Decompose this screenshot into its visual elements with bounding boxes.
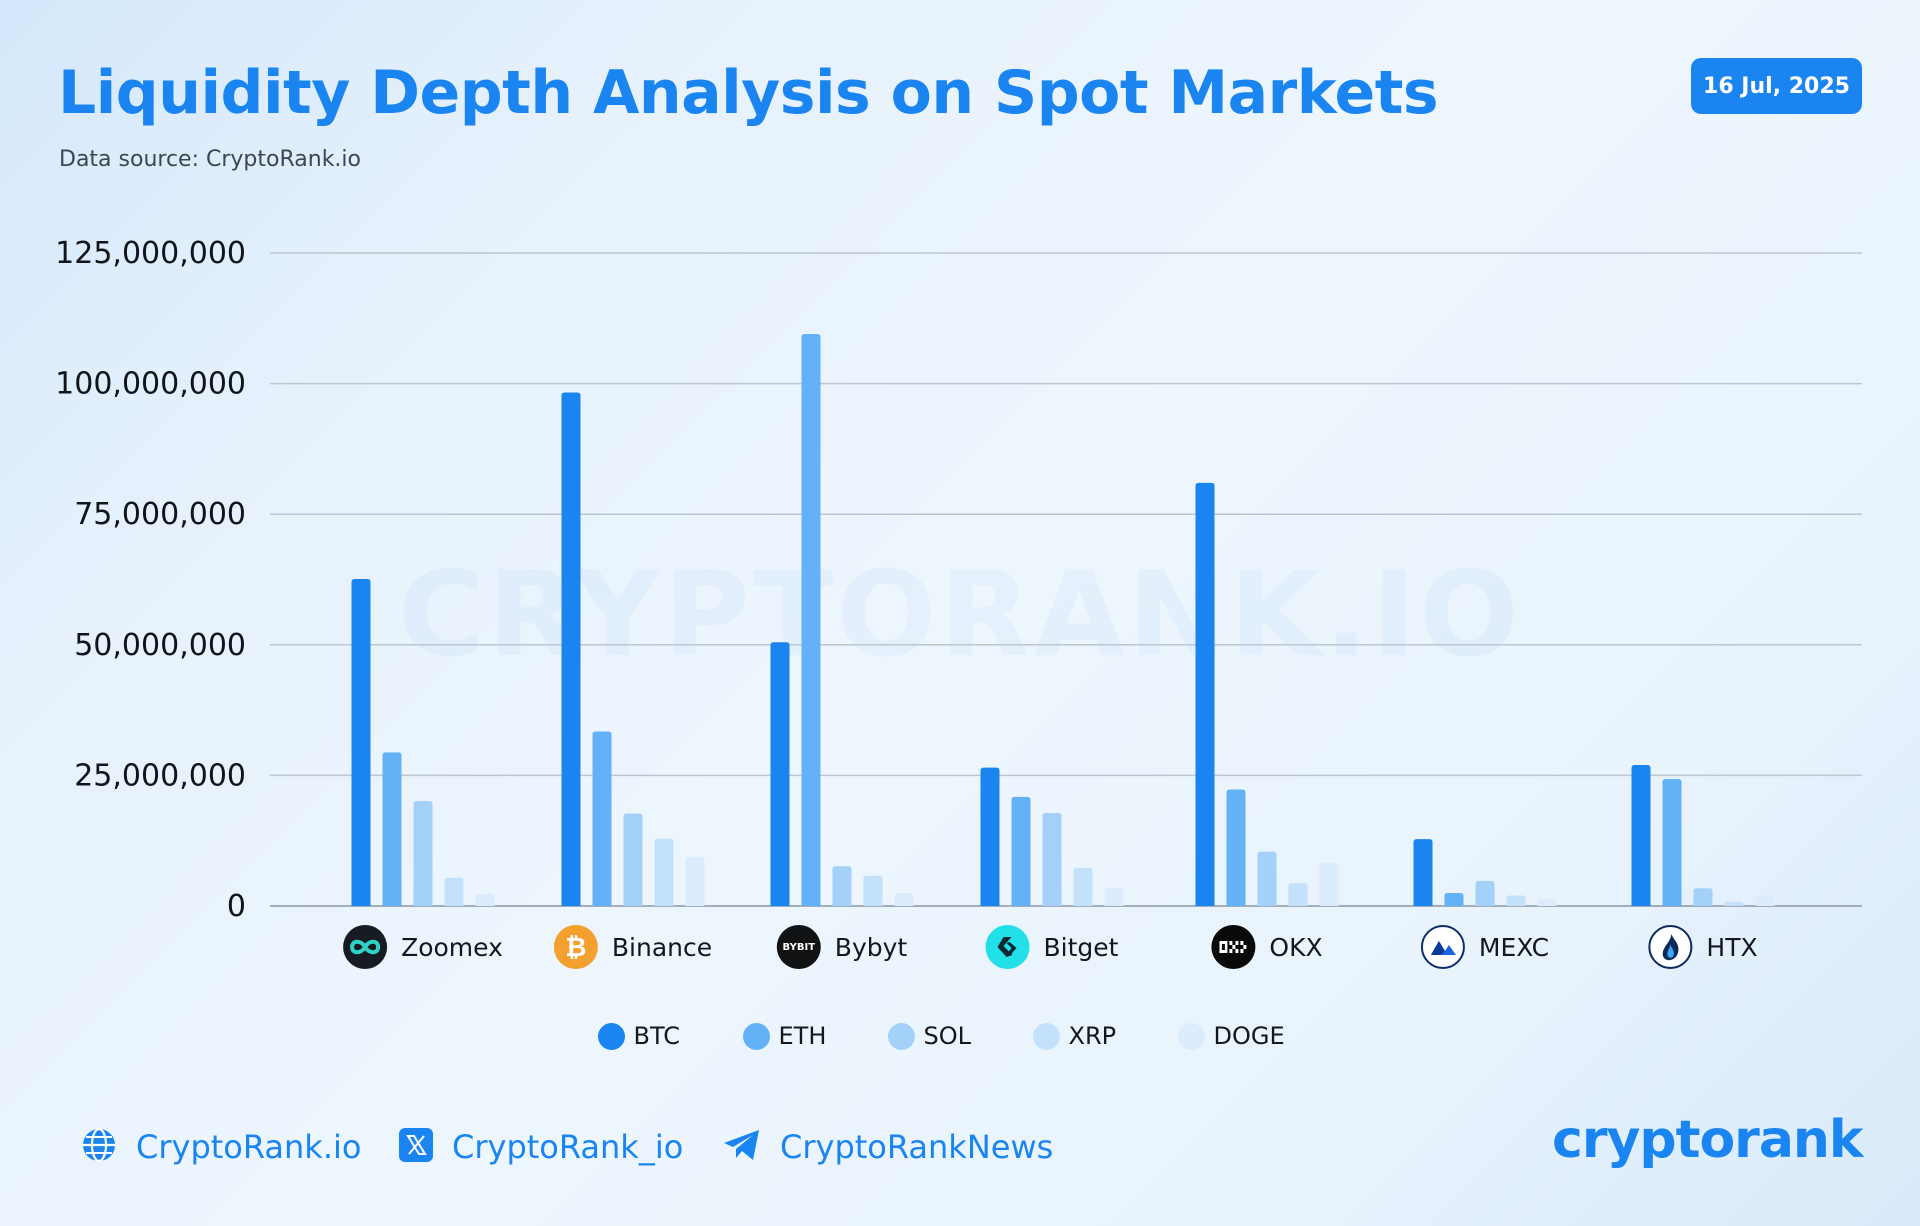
legend-swatch-sol bbox=[887, 1022, 915, 1050]
footer-telegram-text: CryptoRankNews bbox=[780, 1128, 1054, 1166]
bar-mexc-eth bbox=[1444, 892, 1464, 906]
legend-label-doge: DOGE bbox=[1213, 1022, 1285, 1050]
bar-bitget-xrp bbox=[1073, 867, 1093, 906]
bar-okx-eth bbox=[1226, 789, 1246, 906]
legend-label-eth: ETH bbox=[778, 1022, 827, 1050]
htx-logo-icon bbox=[1648, 925, 1693, 969]
footer-twitter-text: CryptoRank_io bbox=[452, 1128, 684, 1166]
bar-bybyt-sol bbox=[832, 866, 852, 906]
y-tick-label: 25,000,000 bbox=[74, 758, 246, 793]
bar-mexc-doge bbox=[1537, 899, 1557, 906]
legend-item-xrp: XRP bbox=[1032, 1022, 1178, 1050]
bar-htx-btc bbox=[1631, 764, 1651, 906]
exchange-name-bitget: Bitget bbox=[1043, 932, 1119, 962]
telegram-icon bbox=[722, 1127, 762, 1167]
y-tick-label: 75,000,000 bbox=[74, 497, 246, 532]
legend-swatch-doge bbox=[1177, 1022, 1205, 1050]
y-tick-label: 50,000,000 bbox=[74, 628, 246, 663]
legend-label-xrp: XRP bbox=[1068, 1022, 1117, 1050]
bar-bitget-sol bbox=[1042, 813, 1062, 906]
bar-bybyt-btc bbox=[770, 642, 790, 906]
exchange-bybyt: BYBIT Bybyt bbox=[776, 924, 908, 970]
footer-website-link[interactable]: CryptoRank.io bbox=[80, 1122, 361, 1172]
exchange-okx: OKX bbox=[1211, 924, 1323, 970]
watermark: CRYPTORANK.IO bbox=[0, 545, 1920, 683]
bar-binance-doge bbox=[685, 856, 705, 906]
x-twitter-icon bbox=[398, 1127, 434, 1167]
bar-bybyt-eth bbox=[801, 333, 821, 906]
bar-zoomex-doge bbox=[475, 893, 495, 906]
mexc-logo-icon bbox=[1420, 925, 1465, 969]
cryptorank-logo: cryptorank bbox=[1552, 1110, 1864, 1170]
legend-label-sol: SOL bbox=[923, 1022, 972, 1050]
bar-binance-btc bbox=[561, 392, 581, 906]
legend-label-btc: BTC bbox=[633, 1022, 680, 1050]
bar-zoomex-eth bbox=[382, 752, 402, 906]
okx-logo-icon bbox=[1211, 925, 1256, 969]
exchange-name-binance: Binance bbox=[611, 932, 713, 962]
zoomex-logo-icon bbox=[343, 925, 388, 969]
bar-binance-sol bbox=[623, 813, 643, 906]
exchange-name-bybyt: Bybyt bbox=[834, 932, 908, 962]
legend-swatch-xrp bbox=[1032, 1022, 1060, 1050]
bar-zoomex-btc bbox=[351, 578, 371, 906]
legend-swatch-eth bbox=[742, 1022, 770, 1050]
exchange-name-zoomex: Zoomex bbox=[401, 932, 503, 962]
exchange-name-okx: OKX bbox=[1269, 932, 1323, 962]
bar-zoomex-xrp bbox=[444, 877, 464, 906]
footer-telegram-link[interactable]: CryptoRankNews bbox=[722, 1122, 1053, 1172]
legend-item-eth: ETH bbox=[742, 1022, 888, 1050]
exchange-name-htx: HTX bbox=[1706, 932, 1758, 962]
bar-zoomex-sol bbox=[413, 800, 433, 906]
bar-bitget-doge bbox=[1104, 887, 1124, 906]
exchange-zoomex: Zoomex bbox=[343, 924, 503, 970]
bar-okx-sol bbox=[1257, 851, 1277, 906]
exchange-bitget: Bitget bbox=[985, 924, 1119, 970]
bar-htx-eth bbox=[1662, 779, 1682, 906]
legend: BTC ETH SOL XRP DOGE bbox=[0, 1022, 1920, 1050]
bar-okx-doge bbox=[1319, 863, 1339, 906]
chart-title: Liquidity Depth Analysis on Spot Markets bbox=[58, 58, 1439, 128]
bar-bitget-btc bbox=[980, 767, 1000, 906]
bar-mexc-sol bbox=[1475, 880, 1495, 906]
footer-twitter-link[interactable]: CryptoRank_io bbox=[398, 1122, 683, 1172]
bitget-logo-icon bbox=[985, 925, 1030, 969]
globe-icon bbox=[80, 1126, 118, 1168]
exchange-htx: HTX bbox=[1648, 924, 1758, 970]
y-tick-label: 125,000,000 bbox=[55, 236, 246, 271]
y-tick-label: 0 bbox=[227, 889, 246, 924]
legend-swatch-btc bbox=[597, 1022, 625, 1050]
data-source: Data source: CryptoRank.io bbox=[59, 147, 361, 172]
bar-htx-doge bbox=[1755, 895, 1775, 906]
footer-website-text: CryptoRank.io bbox=[136, 1128, 362, 1166]
bar-binance-eth bbox=[592, 731, 612, 906]
binance-logo-icon: ₿ bbox=[553, 925, 598, 969]
bar-mexc-btc bbox=[1413, 839, 1433, 906]
bar-bybyt-doge bbox=[894, 892, 914, 906]
y-tick-label: 100,000,000 bbox=[55, 367, 246, 402]
bar-okx-btc bbox=[1195, 482, 1215, 906]
legend-item-btc: BTC bbox=[597, 1022, 743, 1050]
bar-htx-sol bbox=[1693, 888, 1713, 906]
exchange-binance: ₿ Binance bbox=[553, 924, 713, 970]
legend-item-sol: SOL bbox=[887, 1022, 1033, 1050]
bar-mexc-xrp bbox=[1506, 895, 1526, 906]
legend-item-doge: DOGE bbox=[1177, 1022, 1323, 1050]
bar-binance-xrp bbox=[654, 838, 674, 906]
exchange-mexc: MEXC bbox=[1420, 924, 1550, 970]
bybit-logo-icon: BYBIT bbox=[776, 925, 821, 969]
exchange-name-mexc: MEXC bbox=[1478, 932, 1550, 962]
bar-htx-xrp bbox=[1724, 901, 1744, 906]
bar-bitget-eth bbox=[1011, 796, 1031, 906]
date-badge: 16 Jul, 2025 bbox=[1691, 58, 1862, 114]
bar-okx-xrp bbox=[1288, 883, 1308, 906]
bar-bybyt-xrp bbox=[863, 875, 883, 906]
